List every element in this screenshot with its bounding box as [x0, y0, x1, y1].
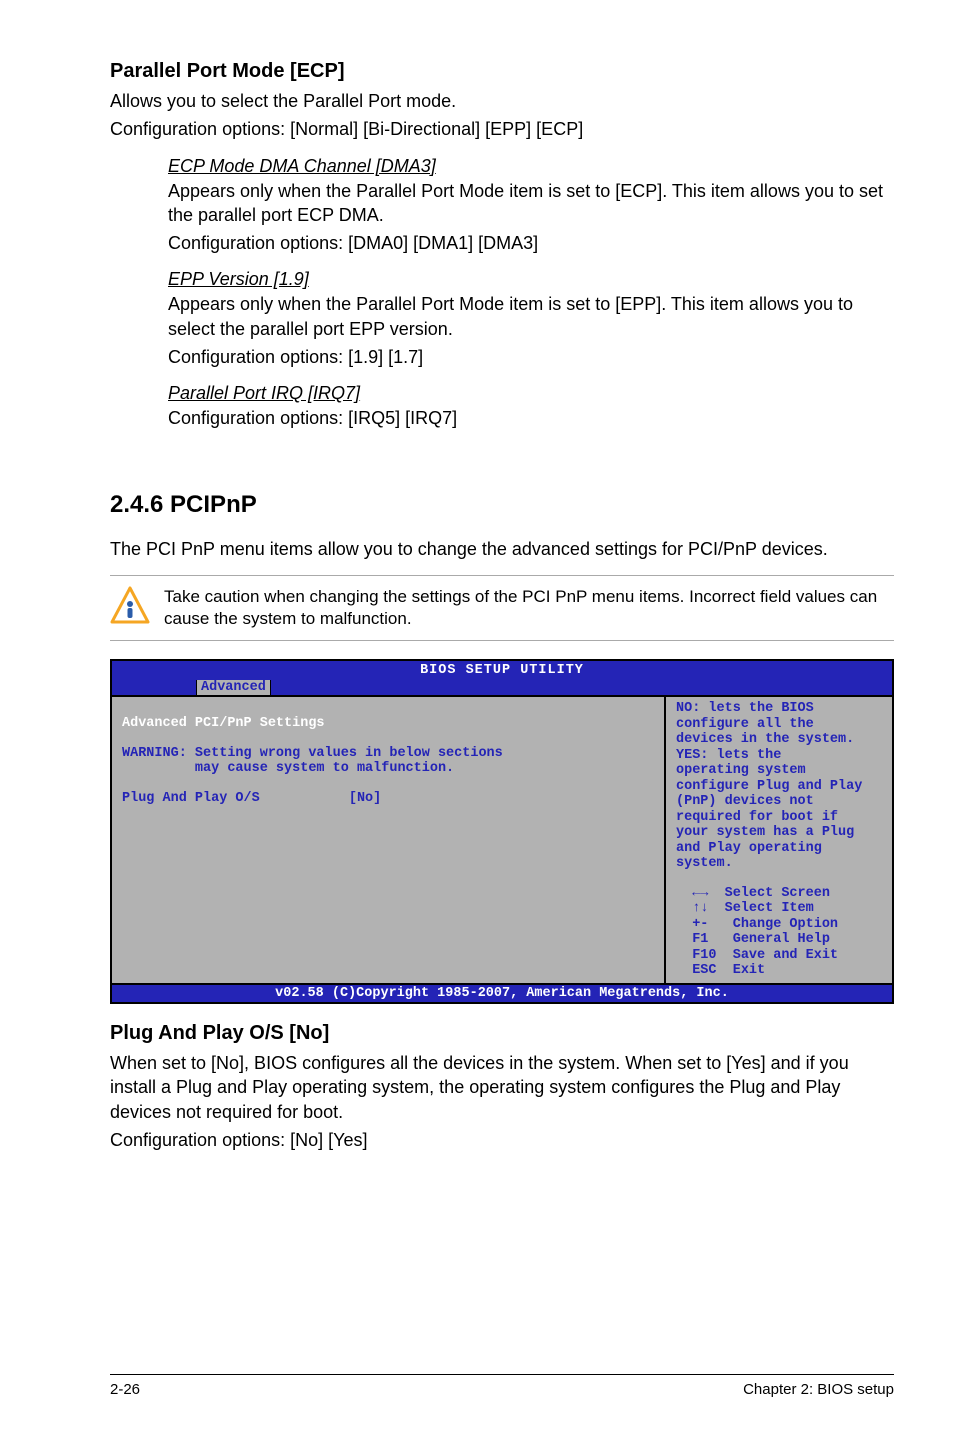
- bios-row1-value[interactable]: [No]: [349, 791, 381, 806]
- page-footer: 2-26 Chapter 2: BIOS setup: [110, 1374, 894, 1398]
- nav-k4: F1: [692, 932, 708, 947]
- sub-epp-l2: Configuration options: [1.9] [1.7]: [168, 345, 894, 369]
- bios-tabbar: Advanced: [112, 680, 892, 695]
- arrow-ud-icon: ↑↓: [676, 901, 725, 916]
- caution-callout: Take caution when changing the settings …: [110, 575, 894, 641]
- nav-v6: Exit: [733, 963, 765, 978]
- nav-select-screen: Select Screen: [725, 886, 830, 901]
- bios-title: BIOS SETUP UTILITY: [112, 661, 892, 680]
- bios-footer: v02.58 (C)Copyright 1985-2007, American …: [112, 985, 892, 1002]
- nav-v3: Change Option: [733, 917, 838, 932]
- page-number: 2-26: [110, 1381, 140, 1398]
- bios-help-text: NO: lets the BIOS configure all the devi…: [676, 701, 882, 872]
- bios-warn2: may cause system to malfunction.: [122, 761, 454, 776]
- parallel-port-line2: Configuration options: [Normal] [Bi-Dire…: [110, 117, 894, 141]
- sub-irq-l1: Configuration options: [IRQ5] [IRQ7]: [168, 406, 894, 430]
- bios-row1-label[interactable]: Plug And Play O/S: [122, 791, 260, 806]
- bios-nav: ←→ Select Screen ↑↓ Select Item +- Chang…: [676, 886, 882, 979]
- sub-irq-title: Parallel Port IRQ [IRQ7]: [168, 383, 894, 404]
- parallel-port-line1: Allows you to select the Parallel Port m…: [110, 89, 894, 113]
- page-chapter: Chapter 2: BIOS setup: [743, 1381, 894, 1398]
- caution-text: Take caution when changing the settings …: [164, 586, 894, 630]
- arrow-lr-icon: ←→: [676, 886, 725, 901]
- sub-epp-title: EPP Version [1.9]: [168, 269, 894, 290]
- nav-k5: F10: [692, 948, 716, 963]
- bios-right-panel: NO: lets the BIOS configure all the devi…: [666, 695, 892, 985]
- bios-left-title: Advanced PCI/PnP Settings: [122, 716, 325, 731]
- nav-select-item: Select Item: [725, 901, 814, 916]
- heading-pcipnp: 2.4.6 PCIPnP: [110, 491, 894, 519]
- nav-v5: Save and Exit: [733, 948, 838, 963]
- nav-v4: General Help: [733, 932, 830, 947]
- nav-k3: +-: [692, 917, 708, 932]
- sub-epp-l1: Appears only when the Parallel Port Mode…: [168, 292, 894, 341]
- sub-ecp-l1: Appears only when the Parallel Port Mode…: [168, 179, 894, 228]
- sub-ecp-l2: Configuration options: [DMA0] [DMA1] [DM…: [168, 231, 894, 255]
- bios-left-panel: Advanced PCI/PnP Settings WARNING: Setti…: [112, 695, 666, 985]
- pcipnp-intro: The PCI PnP menu items allow you to chan…: [110, 537, 894, 561]
- bios-setup-panel: BIOS SETUP UTILITY Advanced Advanced PCI…: [110, 659, 894, 1004]
- pnp-l1: When set to [No], BIOS configures all th…: [110, 1051, 894, 1124]
- heading-plug-and-play: Plug And Play O/S [No]: [110, 1022, 894, 1045]
- sub-ecp-title: ECP Mode DMA Channel [DMA3]: [168, 156, 894, 177]
- heading-parallel-port-mode: Parallel Port Mode [ECP]: [110, 60, 894, 83]
- caution-icon: [110, 586, 150, 624]
- pnp-l2: Configuration options: [No] [Yes]: [110, 1128, 894, 1152]
- bios-warn1: WARNING: Setting wrong values in below s…: [122, 746, 503, 761]
- nav-k6: ESC: [692, 963, 716, 978]
- bios-tab-advanced[interactable]: Advanced: [196, 680, 271, 695]
